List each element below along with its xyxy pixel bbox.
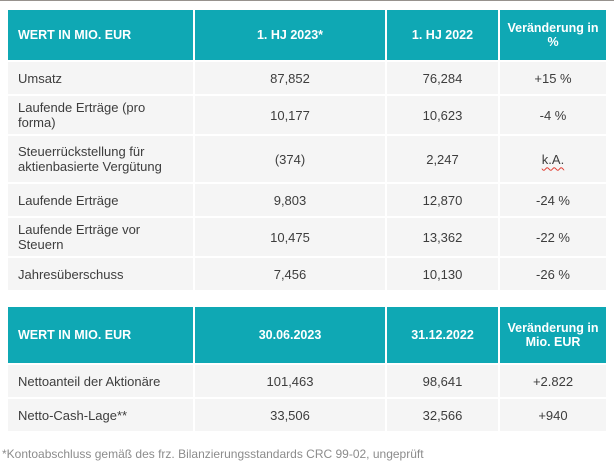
- value-hj2022: 10,130: [387, 258, 498, 290]
- value-change: +940: [500, 399, 606, 431]
- metric-label: Laufende Erträge vor Steuern: [8, 218, 193, 256]
- balance-sheet-table: WERT IN MIO. EUR 30.06.2023 31.12.2022 V…: [6, 305, 608, 433]
- footnotes-section: *Kontoabschluss gemäß des frz. Bilanzier…: [2, 447, 614, 468]
- value-change: +2.822: [500, 365, 606, 397]
- column-header-metric: WERT IN MIO. EUR: [8, 10, 193, 60]
- metric-label: Nettoanteil der Aktionäre: [8, 365, 193, 397]
- value-31-12-2022: 32,566: [387, 399, 498, 431]
- metric-label: Jahresüberschuss: [8, 258, 193, 290]
- metric-label: Umsatz: [8, 62, 193, 94]
- table-row-laufende-ertraege-vor-steuern: Laufende Erträge vor Steuern 10,475 13,3…: [8, 218, 606, 256]
- table-row-umsatz: Umsatz 87,852 76,284 +15 %: [8, 62, 606, 94]
- metric-label: Laufende Erträge: [8, 184, 193, 216]
- value-change: -26 %: [500, 258, 606, 290]
- table-row-netto-cash-lage: Netto-Cash-Lage** 33,506 32,566 +940: [8, 399, 606, 431]
- half-year-table-header: WERT IN MIO. EUR 1. HJ 2023* 1. HJ 2022 …: [8, 10, 606, 60]
- value-hj2022: 10,623: [387, 96, 498, 134]
- value-change: +15 %: [500, 62, 606, 94]
- value-change: -22 %: [500, 218, 606, 256]
- value-hj2022: 12,870: [387, 184, 498, 216]
- column-header-hj2022: 1. HJ 2022: [387, 10, 498, 60]
- column-header-change-mio-eur: Veränderung in Mio. EUR: [500, 307, 606, 363]
- value-hj2023: 10,475: [195, 218, 385, 256]
- footnote-accounting-standard: *Kontoabschluss gemäß des frz. Bilanzier…: [2, 447, 424, 461]
- value-hj2022: 76,284: [387, 62, 498, 94]
- metric-label: Steuerrückstellung für aktienbasierte Ve…: [8, 136, 193, 182]
- value-change-not-available: k.A.: [500, 136, 606, 182]
- balance-table-header: WERT IN MIO. EUR 30.06.2023 31.12.2022 V…: [8, 307, 606, 363]
- table-row-jahresueberschuss: Jahresüberschuss 7,456 10,130 -26 %: [8, 258, 606, 290]
- column-header-change-percent: Veränderung in %: [500, 10, 606, 60]
- value-hj2023: (374): [195, 136, 385, 182]
- value-hj2023: 7,456: [195, 258, 385, 290]
- column-header-31-12-2022: 31.12.2022: [387, 307, 498, 363]
- value-change: -4 %: [500, 96, 606, 134]
- metric-label: Netto-Cash-Lage**: [8, 399, 193, 431]
- table-row-nettoanteil-aktionaere: Nettoanteil der Aktionäre 101,463 98,641…: [8, 365, 606, 397]
- value-30-06-2023: 101,463: [195, 365, 385, 397]
- value-hj2022: 2,247: [387, 136, 498, 182]
- value-hj2023: 87,852: [195, 62, 385, 94]
- metric-label: Laufende Erträge (pro forma): [8, 96, 193, 134]
- table-row-steuerrueckstellung: Steuerrückstellung für aktienbasierte Ve…: [8, 136, 606, 182]
- table-row-laufende-ertraege: Laufende Erträge 9,803 12,870 -24 %: [8, 184, 606, 216]
- value-30-06-2023: 33,506: [195, 399, 385, 431]
- half-year-results-table: WERT IN MIO. EUR 1. HJ 2023* 1. HJ 2022 …: [6, 8, 608, 292]
- value-hj2022: 13,362: [387, 218, 498, 256]
- value-hj2023: 10,177: [195, 96, 385, 134]
- table-row-laufende-ertraege-proforma: Laufende Erträge (pro forma) 10,177 10,6…: [8, 96, 606, 134]
- value-change: -24 %: [500, 184, 606, 216]
- column-header-hj2023: 1. HJ 2023*: [195, 10, 385, 60]
- column-header-metric: WERT IN MIO. EUR: [8, 307, 193, 363]
- value-hj2023: 9,803: [195, 184, 385, 216]
- value-31-12-2022: 98,641: [387, 365, 498, 397]
- column-header-30-06-2023: 30.06.2023: [195, 307, 385, 363]
